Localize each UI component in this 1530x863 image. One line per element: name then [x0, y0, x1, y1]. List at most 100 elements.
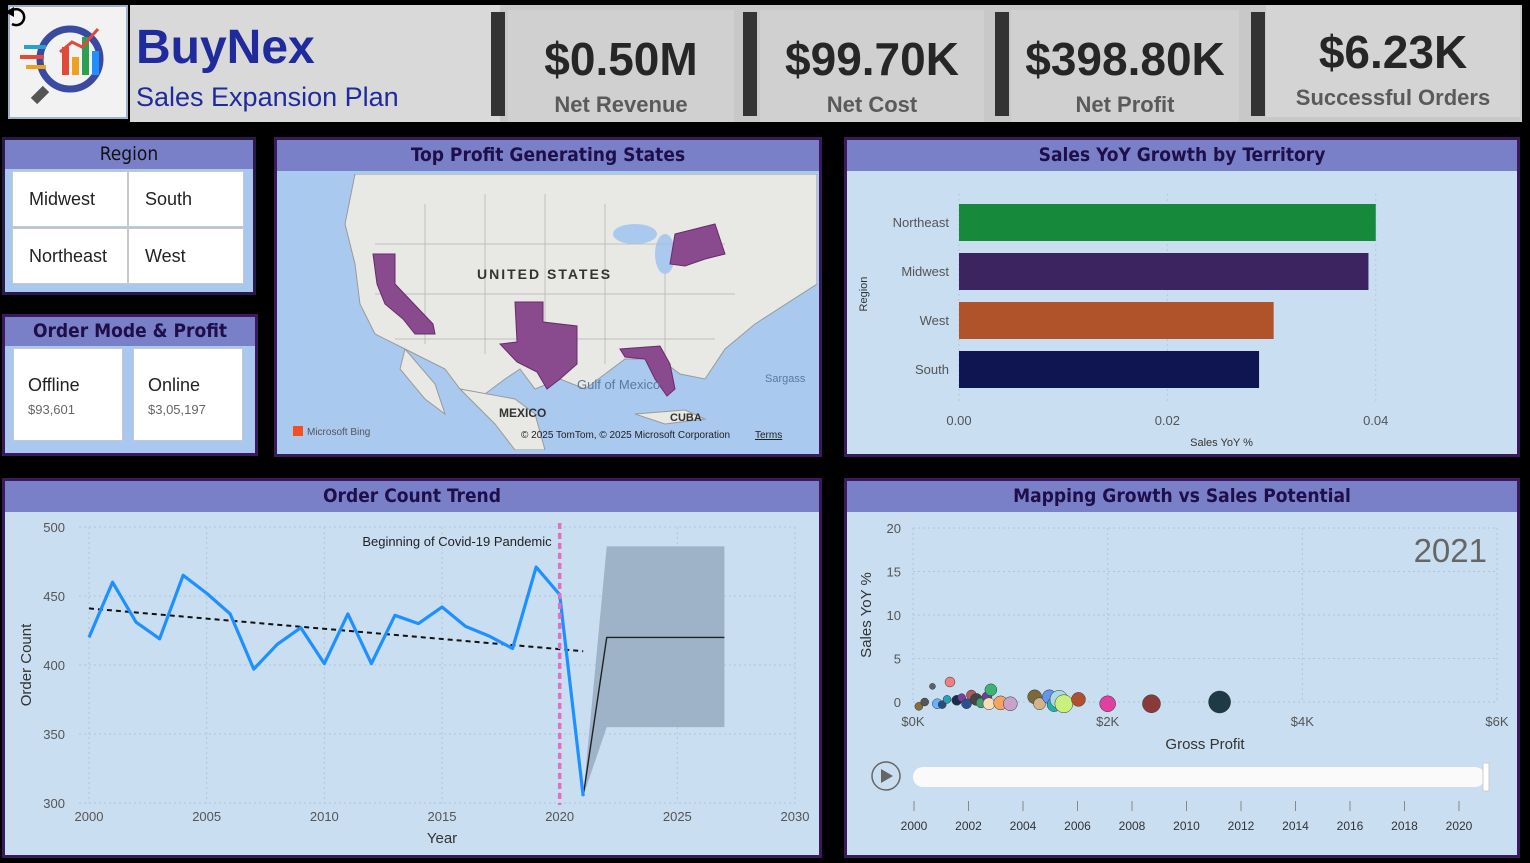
- bing-logo-icon: [293, 426, 303, 436]
- kpi-value: $6.23K: [1318, 26, 1468, 78]
- y-tick-label: 350: [43, 727, 65, 742]
- slider-tick-label: 2010: [1173, 819, 1200, 833]
- page-subtitle: Sales Expansion Plan: [136, 82, 399, 112]
- scatter-point: [1142, 694, 1161, 713]
- y-tick-label: 15: [887, 565, 901, 580]
- panel-title: Order Count Trend: [5, 481, 819, 512]
- territory-growth-panel: Sales YoY Growth by Territory 0.00 0.02 0.…: [844, 137, 1520, 457]
- kpi-value: $398.80K: [1025, 33, 1225, 85]
- scatter-point: [914, 702, 924, 711]
- slicer-item-midwest[interactable]: Midwest: [12, 171, 128, 227]
- scatter-point: [1099, 695, 1116, 712]
- x-axis-title: Sales YoY %: [1190, 437, 1253, 449]
- scatter-point: [937, 700, 947, 709]
- x-tick-label: 0.04: [1363, 413, 1388, 428]
- y-tick-label: Midwest: [901, 264, 949, 279]
- play-slider-track[interactable]: [913, 767, 1485, 787]
- y-tick-label: West: [920, 313, 950, 328]
- y-tick-label: 500: [43, 520, 65, 535]
- scatter-point: [1071, 692, 1086, 707]
- kpi-label: Net Cost: [826, 92, 918, 117]
- slider-tick-label: 2002: [955, 819, 982, 833]
- mexico-label: MEXICO: [499, 406, 546, 420]
- kpi-divider: [743, 12, 757, 116]
- back-icon[interactable]: [2, 2, 30, 30]
- title-panel: [130, 5, 500, 122]
- order-count-line: [87, 565, 585, 797]
- bar-south: [959, 351, 1260, 388]
- cuba-label: CUBA: [670, 412, 702, 424]
- slider-tick-label: 2008: [1119, 819, 1146, 833]
- panel-title: Mapping Growth vs Sales Potential: [847, 481, 1517, 512]
- bing-label: Microsoft Bing: [307, 427, 370, 438]
- order-mode-panel: Order Mode & Profit Offline $93,601 Onli…: [2, 314, 258, 456]
- x-axis-title: Gross Profit: [1165, 736, 1245, 753]
- scatter-point: [1054, 694, 1074, 713]
- y-tick-label: 400: [43, 658, 65, 673]
- growth-scatter-chart[interactable]: 0 5 10 15 20 $0K $2K $4K $6K 2021 Gross Profit Sale…: [847, 515, 1517, 855]
- x-tick-label: 2025: [663, 809, 692, 824]
- slider-tick-label: 2016: [1337, 819, 1364, 833]
- kpi-net-revenue: $0.50M Net Revenue: [508, 10, 734, 122]
- y-axis-title: Region: [858, 277, 870, 312]
- state-texas: [498, 301, 578, 390]
- kpi-divider: [995, 12, 1009, 116]
- scatter-point: [982, 697, 996, 710]
- slider-tick-label: 2020: [1446, 819, 1473, 833]
- kpi-label: Successful Orders: [1295, 85, 1491, 110]
- scatter-point: [984, 683, 998, 697]
- territory-bar-chart[interactable]: 0.00 0.02 0.04 Northeast Midwest West South Sal…: [847, 174, 1517, 454]
- forecast-line: [582, 636, 725, 797]
- mode-value: $3,05,197: [148, 402, 206, 417]
- bar-midwest: [959, 253, 1369, 290]
- x-tick-label: 2000: [75, 809, 104, 824]
- scatter-point: [1208, 690, 1231, 714]
- kpi-divider: [1251, 12, 1265, 116]
- sargasso-label: Sargass: [765, 373, 806, 385]
- slider-tick-label: 2004: [1010, 819, 1037, 833]
- slider-tick-label: 2012: [1228, 819, 1255, 833]
- slicer-item-south[interactable]: South: [128, 171, 244, 227]
- analytics-logo-icon: [10, 7, 126, 117]
- highlighted-states[interactable]: [372, 223, 726, 397]
- x-tick-label: 2020: [545, 809, 574, 824]
- slider-tick-label: 2018: [1391, 819, 1418, 833]
- logo: [8, 5, 128, 119]
- country-label: UNITED STATES: [477, 266, 612, 282]
- y-tick-label: 450: [43, 589, 65, 604]
- growth-potential-panel: Mapping Growth vs Sales Potential 0 5 10 15…: [844, 478, 1520, 858]
- online-card[interactable]: Online $3,05,197: [133, 348, 243, 441]
- x-axis-title: Year: [427, 830, 457, 847]
- scatter-point: [920, 697, 929, 707]
- y-tick-label: 300: [43, 796, 65, 811]
- region-slicer: Region Midwest South Northeast West: [2, 137, 256, 295]
- slider-tick-label: 2014: [1282, 819, 1309, 833]
- x-tick-label: 2005: [192, 809, 221, 824]
- play-icon: [881, 769, 893, 783]
- slicer-title: Region: [5, 140, 253, 169]
- play-slider-thumb[interactable]: [1482, 762, 1490, 792]
- terms-link[interactable]: Terms: [755, 430, 782, 441]
- scatter-point: [942, 695, 952, 704]
- state-florida: [619, 345, 676, 397]
- scatter-point: [1003, 696, 1018, 711]
- play-button[interactable]: [871, 761, 901, 791]
- y-axis-title: Sales YoY %: [858, 572, 875, 658]
- play-axis-year: 2021: [1414, 532, 1487, 569]
- y-tick-label: 0: [894, 695, 901, 710]
- scatter-point: [944, 676, 956, 688]
- map-panel: Top Profit Generating States: [274, 137, 822, 457]
- slicer-item-northeast[interactable]: Northeast: [12, 228, 128, 284]
- x-tick-label: $4K: [1291, 714, 1314, 729]
- kpi-net-profit: $398.80K Net Profit: [1011, 10, 1239, 122]
- slicer-item-west[interactable]: West: [128, 228, 244, 284]
- order-trend-panel: Order Count Trend 300 350 400 450 500 2000 200…: [2, 478, 822, 858]
- kpi-label: Net Revenue: [554, 92, 688, 117]
- gulf-label: Gulf of Mexico: [577, 377, 660, 392]
- y-tick-label: Northeast: [893, 215, 950, 230]
- x-tick-label: $2K: [1096, 714, 1119, 729]
- y-tick-label: 10: [887, 608, 901, 623]
- order-trend-chart[interactable]: 300 350 400 450 500 2000 2005 2010 2015 2020 2025 2…: [5, 515, 819, 855]
- us-map[interactable]: UNITED STATES Gulf of Mexico MEXICO CUBA…: [285, 174, 817, 450]
- offline-card[interactable]: Offline $93,601: [13, 348, 123, 441]
